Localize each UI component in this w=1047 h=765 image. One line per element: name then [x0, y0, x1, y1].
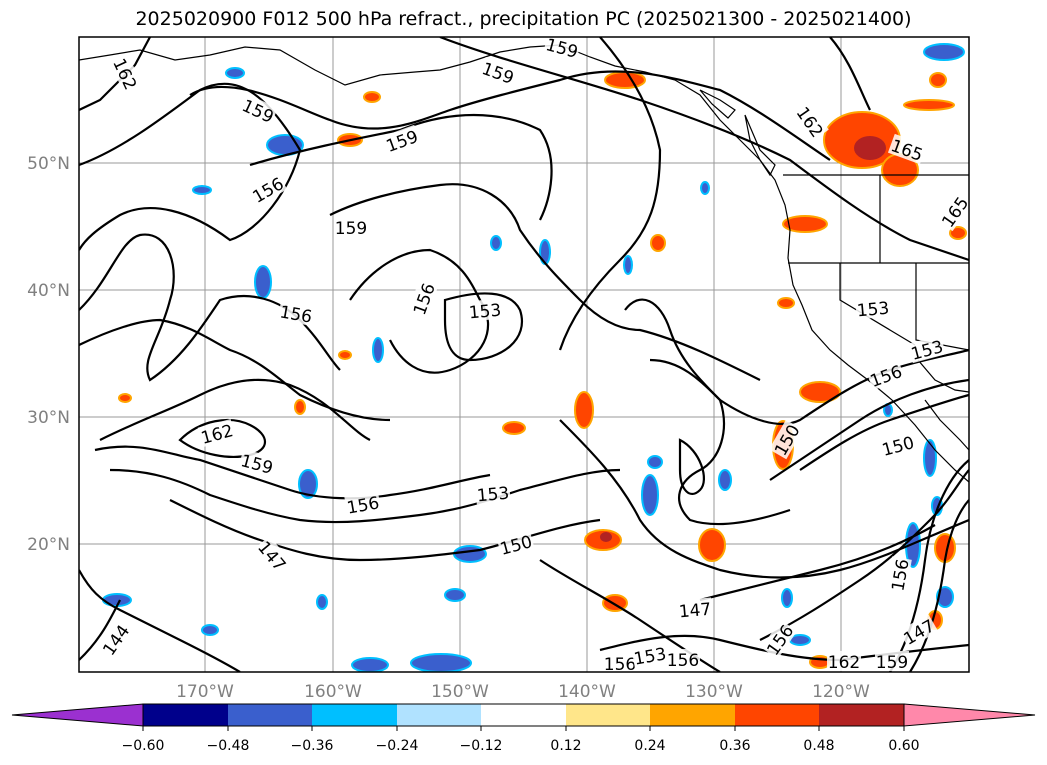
colorbar-segment [819, 704, 904, 726]
contour-label-bg [543, 32, 582, 62]
colorbar-segment [566, 704, 650, 726]
contour-label-bg [467, 298, 503, 322]
refractivity-contours [79, 37, 969, 672]
colorbar-tick-label: 0.48 [803, 738, 834, 754]
colorbar-tick-label: 0.24 [634, 738, 665, 754]
colorbar-tick-label: −0.36 [291, 738, 334, 754]
contour-label: 156 [604, 655, 636, 675]
lon-label-140w: 140°W [558, 682, 616, 702]
contour-label-bg [277, 300, 315, 326]
contour-label-bg [334, 217, 368, 237]
contour-label-bg [886, 556, 912, 594]
contour-label-bg [254, 535, 292, 575]
colorbar-segment [228, 704, 312, 726]
contour-label-bg [238, 448, 277, 478]
contour-label-bg [875, 651, 909, 671]
map-border [78, 36, 970, 673]
contour-label-bg [475, 481, 511, 505]
lat-label-40n: 40°N [27, 281, 70, 301]
contour-label-bg [792, 101, 829, 142]
lon-label-150w: 150°W [431, 682, 489, 702]
colorbar-tick-label: −0.48 [207, 738, 250, 754]
contour-label-bg [247, 171, 288, 207]
contour-label-bg [97, 619, 134, 660]
colorbar-segment [650, 704, 735, 726]
contour-label-bg [907, 334, 946, 364]
lon-label-120w: 120°W [812, 682, 870, 702]
contour-label-bg [197, 418, 236, 448]
contour-label: 156 [667, 651, 699, 671]
contour-label-bg [603, 653, 637, 673]
contour-label-bg [238, 93, 279, 127]
colorbar-tick-label: −0.60 [122, 738, 165, 754]
gridlines [79, 37, 969, 672]
contour-label-bg [382, 124, 422, 156]
colorbar-extend-min [11, 703, 144, 727]
contour-label-bg [631, 642, 669, 668]
colorbar-tick-label: 0.12 [550, 738, 581, 754]
contour-label: 159 [876, 653, 908, 673]
contour-label-bg [677, 597, 713, 621]
contour-label-bg [936, 191, 973, 232]
contour-label: 153 [856, 299, 890, 322]
contour-label-bg [407, 279, 439, 319]
colorbar-tick-label: −0.12 [460, 738, 503, 754]
lon-label-170w: 170°W [176, 682, 234, 702]
contour-label-bg [878, 430, 917, 460]
colorbar: −0.60 −0.48 −0.36 −0.24 −0.12 0.12 0.24 … [11, 703, 1036, 754]
colorbar-segment [312, 704, 397, 726]
colorbar-tick-label: 0.36 [719, 738, 750, 754]
lat-label-30n: 30°N [27, 408, 70, 428]
contour-label-bg [666, 649, 700, 669]
map-area[interactable] [79, 37, 969, 672]
colorbar-segment [143, 704, 228, 726]
contour-label-bg [344, 491, 382, 517]
contour-label-bg [887, 133, 927, 165]
contour-label-bg [496, 529, 535, 559]
map-title: 2025020900 F012 500 hPa refract., precip… [135, 8, 912, 30]
colorbar-segment [397, 704, 481, 726]
contour-label-bg [827, 651, 861, 671]
contour-label-bg [898, 613, 939, 649]
contour-label: 147 [678, 600, 712, 623]
lon-label-160w: 160°W [304, 682, 362, 702]
contour-label: 159 [335, 219, 367, 239]
contour-label-bg [855, 296, 891, 320]
contour-label-bg [761, 619, 798, 660]
precipitation-shading [102, 43, 967, 672]
lat-label-50n: 50°N [27, 154, 70, 174]
colorbar-segment [735, 704, 819, 726]
contour-label-bg [768, 419, 804, 460]
contour-label: 153 [468, 301, 502, 324]
colorbar-extend-max [903, 703, 1036, 727]
contour-label-bg [478, 56, 518, 88]
contour-label-bg [109, 53, 143, 94]
colorbar-segment [481, 704, 566, 726]
colorbar-tick-label: 0.60 [888, 738, 919, 754]
lat-label-20n: 20°N [27, 535, 70, 555]
colorbar-tick-label: −0.24 [376, 738, 419, 754]
contour-label-bg [866, 359, 906, 391]
lon-label-130w: 130°W [685, 682, 743, 702]
contour-label: 153 [476, 484, 510, 507]
contour-label: 162 [828, 653, 860, 673]
